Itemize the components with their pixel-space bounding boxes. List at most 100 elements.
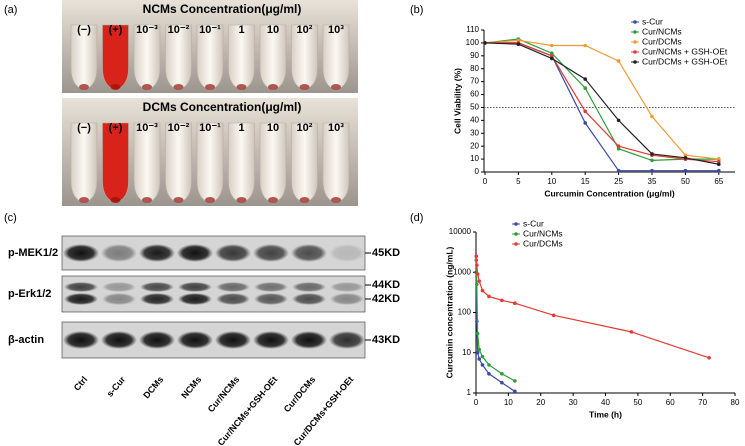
point (500, 380, 504, 385)
y-tick-label: 110 (466, 25, 479, 34)
point (487, 363, 491, 367)
photo-title: DCMs Concentration(μg/ml) (143, 100, 302, 114)
y-tick-label: 90 (470, 51, 479, 60)
tube-pellet (79, 84, 89, 90)
point (475, 282, 479, 287)
point (487, 371, 491, 376)
point (551, 313, 556, 318)
legend-label: Cur/NCMs (642, 26, 682, 36)
band (139, 331, 175, 349)
tube-pellet (236, 197, 247, 203)
point (616, 168, 621, 173)
series-line (485, 42, 719, 163)
point (650, 114, 654, 119)
x-tick-label: 70 (698, 398, 707, 407)
tube-label: 10 (267, 122, 279, 134)
band (253, 331, 289, 349)
legend-label: Cur/DCMs (523, 238, 563, 248)
point (616, 146, 621, 151)
row-label: β-actin (8, 334, 44, 346)
legend-label: Cur/NCMs (523, 228, 563, 238)
series-line (484, 42, 719, 165)
point (650, 158, 654, 163)
point (616, 144, 621, 148)
band (216, 282, 250, 292)
y-tick-label: 1000 (453, 267, 471, 276)
tube (196, 122, 224, 204)
size-label: 45KD (372, 247, 400, 259)
tube-label: 10⁻² (168, 24, 190, 36)
point (477, 347, 482, 352)
band (101, 244, 137, 262)
tube-pellet (173, 84, 184, 90)
band (139, 244, 175, 262)
tube (291, 122, 318, 204)
y-axis-label: Cell Viability (%) (452, 68, 462, 134)
tube-label: 1 (238, 122, 244, 134)
tube-pellet (142, 197, 152, 203)
x-tick-label: 20 (536, 398, 545, 407)
point (477, 357, 482, 361)
tube-pellet (331, 197, 341, 203)
tube-label: (−) (77, 24, 91, 36)
band (63, 244, 99, 262)
band (178, 293, 212, 305)
point (475, 272, 480, 276)
point (683, 153, 688, 158)
band (330, 282, 364, 292)
y-tick-label: 30 (470, 128, 479, 137)
tube-label: 1 (238, 24, 244, 36)
y-tick-label: 60 (470, 90, 479, 99)
x-tick-label: 30 (569, 398, 578, 407)
lane-label: DCMs (141, 374, 165, 400)
series-line (475, 260, 516, 382)
band (140, 282, 174, 292)
y-axis-label: Curcumin concentration (ng/mL) (444, 246, 454, 378)
point (717, 168, 721, 173)
tube-label: 10⁻¹ (199, 24, 221, 36)
y-tick-label: 50 (470, 103, 479, 112)
point (707, 355, 711, 360)
band (291, 331, 327, 349)
point (480, 363, 485, 367)
band (64, 282, 98, 292)
point (717, 159, 721, 164)
x-tick-label: 10 (504, 398, 513, 407)
x-tick-label: 10 (547, 177, 556, 186)
tube-label: 10² (297, 24, 313, 36)
x-tick-label: 80 (731, 398, 740, 407)
point (480, 288, 485, 293)
point (616, 118, 621, 123)
blot (61, 275, 366, 313)
x-tick-label: 60 (666, 398, 675, 407)
size-label: 44KD (372, 279, 400, 291)
tube (133, 122, 161, 204)
band (177, 244, 213, 262)
panel-label: (b) (410, 4, 423, 16)
size-label: 43KD (372, 334, 400, 346)
legend-label: s-Cur (523, 218, 544, 228)
lane-label: Ctrl (72, 374, 90, 392)
tube (165, 122, 192, 204)
x-tick-label: 0 (483, 177, 488, 186)
tube (102, 122, 129, 204)
x-tick-label: 5 (516, 177, 521, 186)
y-tick-label: 10 (462, 348, 471, 357)
tube-label: 10³ (328, 24, 344, 36)
band (292, 282, 326, 292)
tube (259, 122, 287, 204)
band (215, 244, 251, 262)
x-tick-label: 0 (474, 398, 479, 407)
tube-pellet (205, 197, 215, 203)
point (616, 59, 621, 63)
tube-pellet (110, 197, 121, 203)
band (216, 293, 250, 305)
y-tick-label: 10 (470, 154, 479, 163)
point (550, 54, 554, 58)
point (513, 379, 517, 383)
tube-pellet (268, 197, 278, 203)
point (516, 42, 521, 46)
photo-title: NCMs Concentration(μg/ml) (143, 2, 302, 16)
tube-pellet (205, 84, 215, 90)
